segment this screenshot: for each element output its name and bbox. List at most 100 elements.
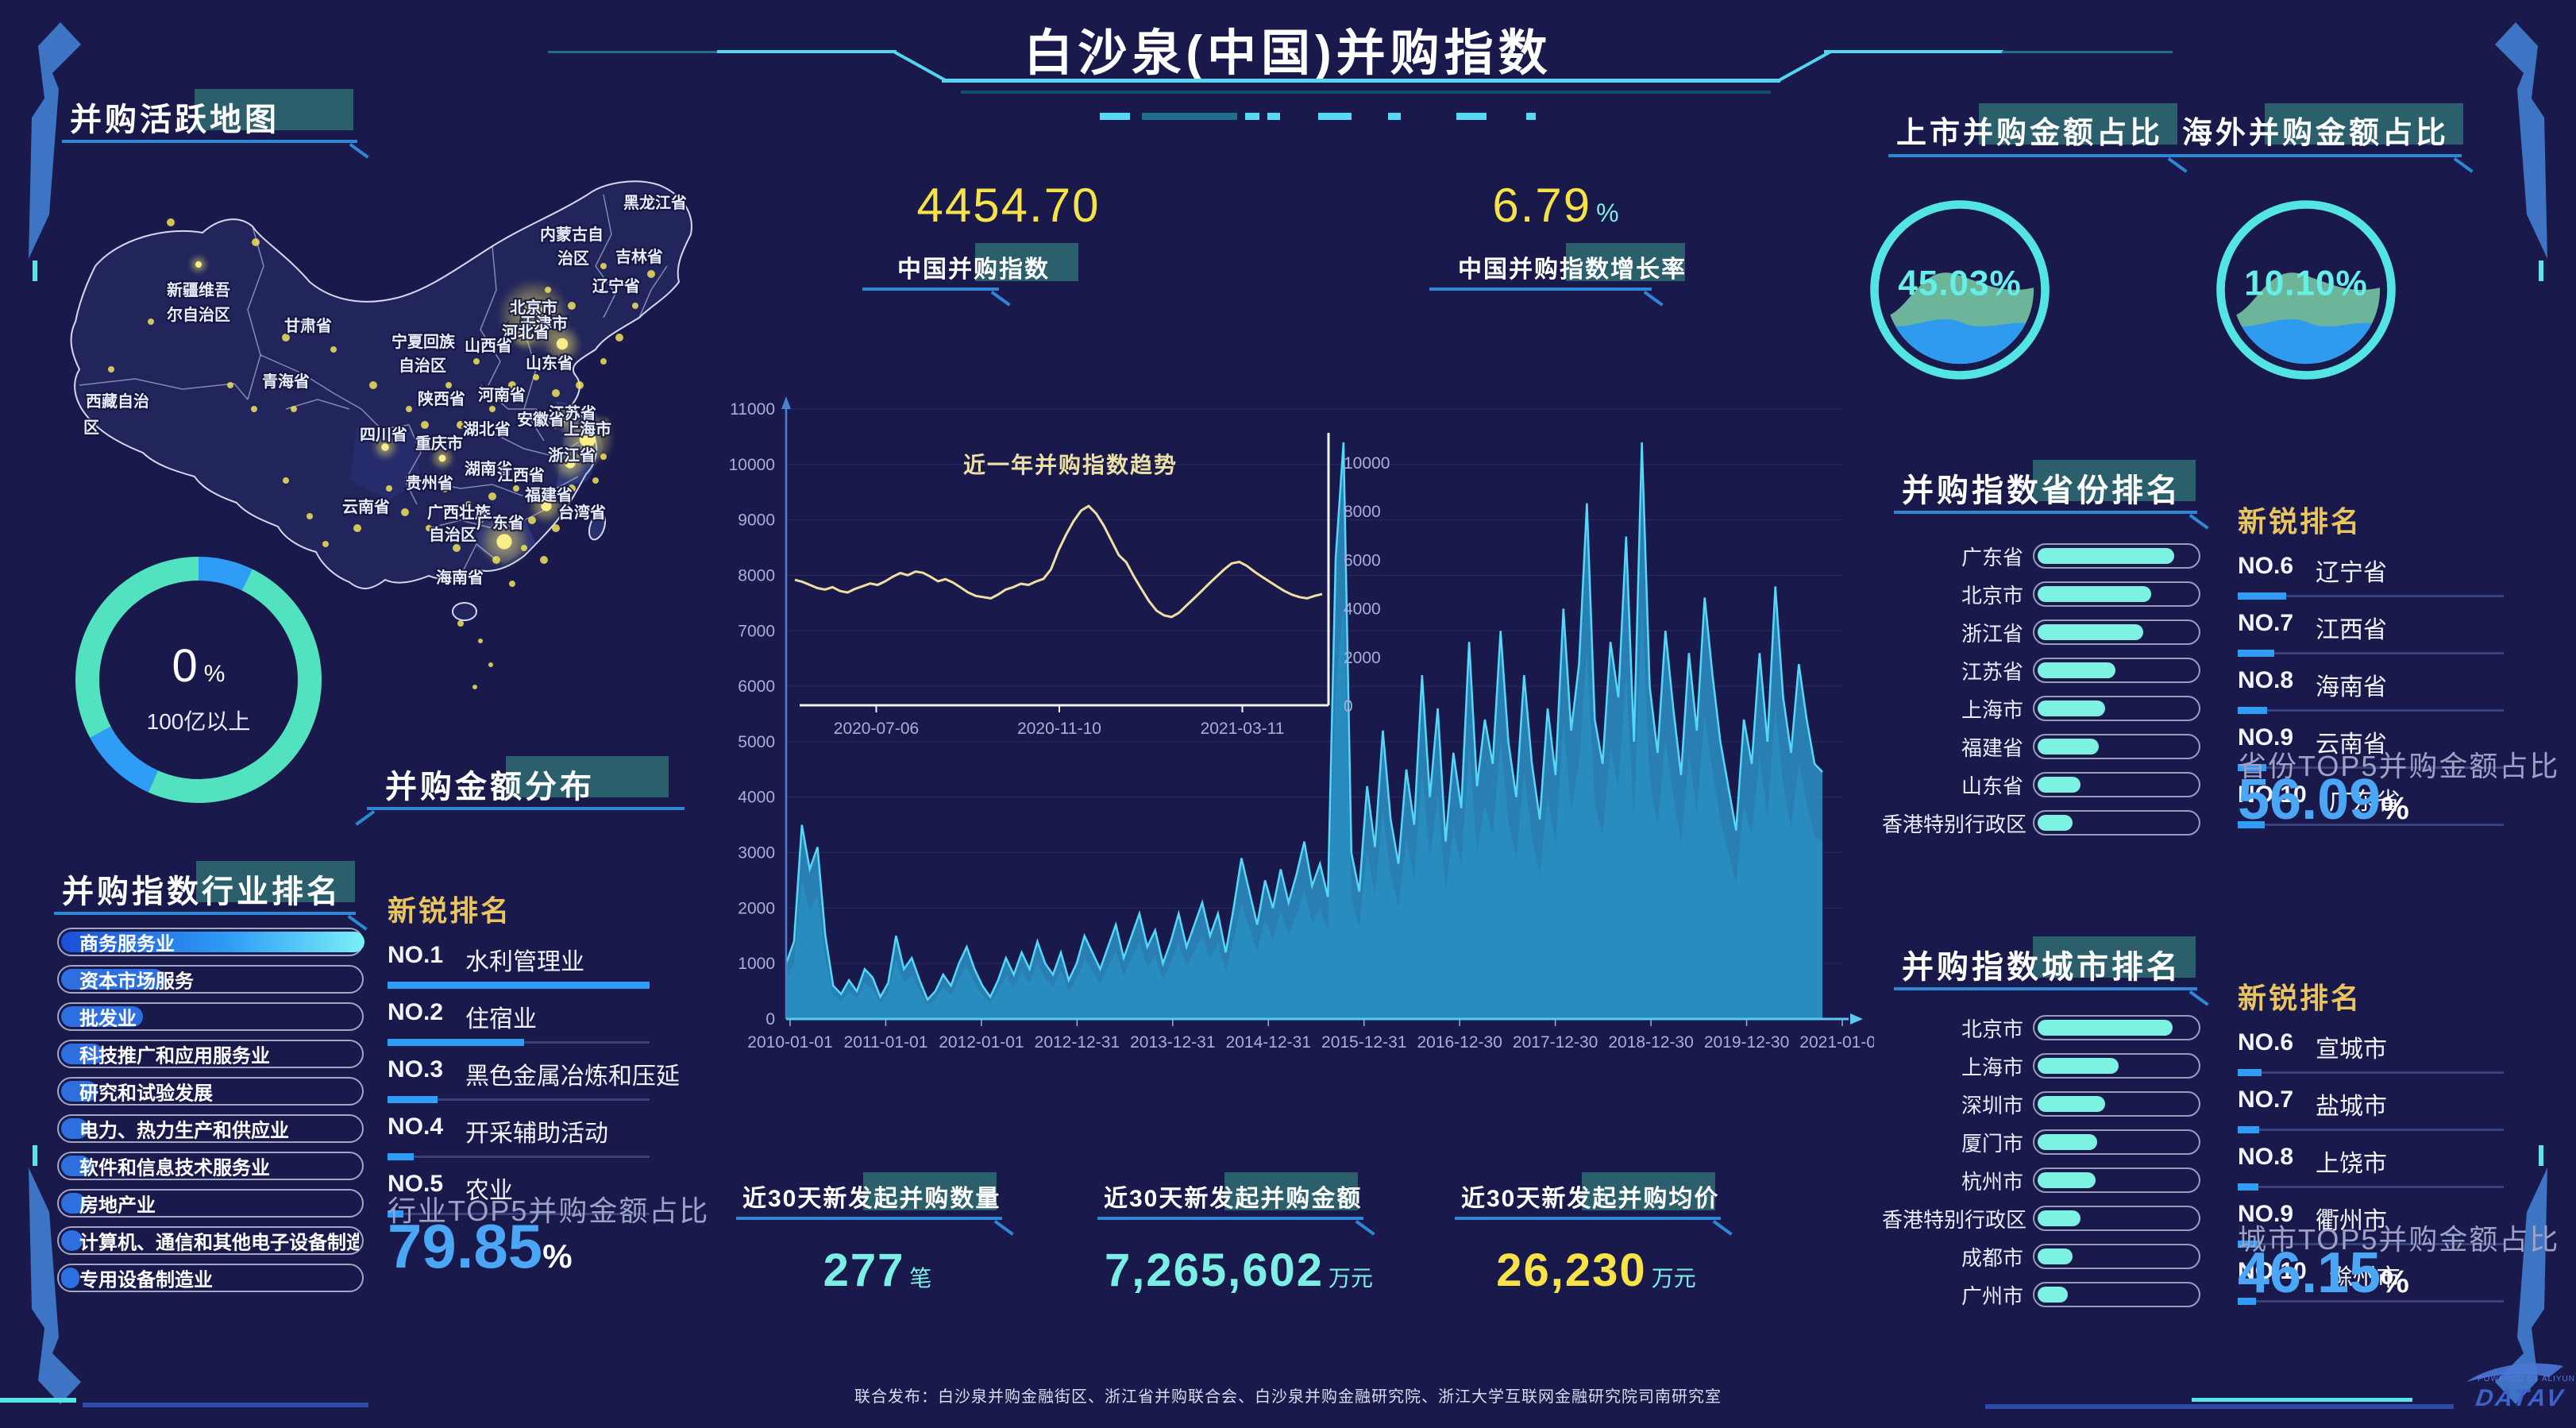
svg-text:6000: 6000 <box>1344 551 1381 569</box>
svg-text:近一年并购指数趋势: 近一年并购指数趋势 <box>963 452 1178 477</box>
svg-text:0: 0 <box>1344 697 1353 716</box>
overseas-ratio-gauge[interactable]: 10.10% <box>2211 195 2401 385</box>
industry-bar[interactable]: 资本市场服务 <box>57 965 364 994</box>
region-rank-row[interactable]: 上海市 <box>1882 689 2208 728</box>
rising-rank-row[interactable]: NO.4 开采辅助活动 <box>388 1113 657 1160</box>
city-section-header: 并购指数城市排名 <box>1894 936 2197 990</box>
region-rank-row[interactable]: 深圳市 <box>1882 1085 2208 1123</box>
region-rank-row[interactable]: 香港特别行政区 <box>1882 804 2208 842</box>
svg-text:治区: 治区 <box>557 249 589 268</box>
svg-text:台湾省: 台湾省 <box>558 503 606 522</box>
listed-ratio-header: 上市并购金额占比 <box>1888 103 2177 157</box>
svg-text:2000: 2000 <box>1344 649 1381 667</box>
industry-rising-rank: 新锐排名 NO.1 水利管理业 NO.2 住宿业 NO.3 黑色金属冶炼和压延 NO.4 开采… <box>388 888 680 1218</box>
industry-section-header: 并购指数行业排名 <box>54 861 356 915</box>
rising-rank-row[interactable]: NO.3 黑色金属冶炼和压延 <box>388 1056 680 1103</box>
svg-text:青海省: 青海省 <box>262 372 310 391</box>
datav-swoosh-icon <box>2466 1363 2563 1382</box>
stat30-value: 277 笔 <box>823 1245 932 1296</box>
listed-ratio-title: 上市并购金额占比 <box>1896 117 2164 150</box>
mna-index-trend-chart[interactable]: 0 1000 2000 3000 4000 5000 6000 7000 8000 9000 100… <box>699 393 1874 1052</box>
industry-bar[interactable]: 商务服务业 <box>57 928 364 956</box>
datav-logo: DATAV <box>2474 1385 2567 1411</box>
amount-section-title: 并购金额分布 <box>385 770 595 805</box>
corner-decor-icon <box>29 1145 81 1404</box>
region-rank-row[interactable]: 上海市 <box>1882 1047 2208 1085</box>
region-rank-row[interactable]: 北京市 <box>1882 575 2208 613</box>
china-mna-index-value: 4454.70 <box>916 179 1101 232</box>
svg-text:江苏省: 江苏省 <box>549 404 596 423</box>
city-top5-value: 46.15% <box>2238 1241 2409 1305</box>
industry-bar[interactable]: 专用设备制造业 <box>57 1264 364 1292</box>
svg-text:广东省: 广东省 <box>476 513 524 532</box>
svg-text:海南省: 海南省 <box>436 568 484 587</box>
region-rank-row[interactable]: 浙江省 <box>1882 613 2208 651</box>
industry-bar[interactable]: 软件和信息技术服务业 <box>57 1152 364 1180</box>
industry-bar-label: 批发业 <box>79 1008 137 1030</box>
region-rank-row[interactable]: 福建省 <box>1882 728 2208 766</box>
region-rank-row[interactable]: 厦门市 <box>1882 1123 2208 1161</box>
amount-distribution-donut[interactable]: 0% 100亿以上 <box>75 557 322 803</box>
svg-text:区: 区 <box>83 419 99 437</box>
datav-powered-label: POWERED BY ALIYUN <box>2478 1375 2575 1384</box>
region-rank-row[interactable]: 杭州市 <box>1882 1161 2208 1199</box>
rising-rank-row[interactable]: NO.10 广东省 <box>2238 782 2512 828</box>
city-ranking-list: 北京市 上海市 深圳市 厦门市 杭州市 香港特别行政区 成都市 广州市 <box>1882 1009 2208 1314</box>
industry-bar[interactable]: 研究和试验发展 <box>57 1077 364 1106</box>
region-rank-row[interactable]: 广东省 <box>1882 537 2208 575</box>
rising-rank-row[interactable]: NO.1 水利管理业 <box>388 942 657 989</box>
svg-text:陕西省: 陕西省 <box>418 389 465 408</box>
rising-rank-row[interactable]: NO.10 滁州市 <box>2238 1258 2512 1305</box>
industry-bar[interactable]: 计算机、通信和其他电子设备制造 <box>57 1226 364 1255</box>
title-decor-line <box>942 79 1780 83</box>
rising-rank-row[interactable]: NO.9 衢州市 <box>2238 1201 2512 1248</box>
svg-text:5000: 5000 <box>738 733 775 751</box>
svg-text:2020-11-10: 2020-11-10 <box>1017 720 1101 738</box>
industry-bar[interactable]: 房地产业 <box>57 1189 364 1218</box>
svg-text:西藏自治: 西藏自治 <box>86 392 149 411</box>
svg-text:11000: 11000 <box>730 400 775 419</box>
rising-rank-title: 新锐排名 <box>2238 982 2362 1014</box>
svg-text:0: 0 <box>765 1010 775 1029</box>
industry-bar[interactable]: 电力、热力生产和供应业 <box>57 1114 364 1143</box>
region-rank-row[interactable]: 山东省 <box>1882 766 2208 804</box>
industry-bar-label: 商务服务业 <box>79 933 175 955</box>
svg-text:8000: 8000 <box>738 566 775 585</box>
listed-ratio-gauge[interactable]: 45.03% <box>1865 195 2055 385</box>
rising-rank-row[interactable]: NO.7 江西省 <box>2238 610 2512 657</box>
svg-text:2020-07-06: 2020-07-06 <box>834 720 919 738</box>
rising-rank-row[interactable]: NO.6 宣城市 <box>2238 1029 2512 1076</box>
title-decor-dash <box>1388 113 1401 120</box>
page-title: 白沙泉(中国)并购指数 <box>1024 26 1552 81</box>
rising-rank-row[interactable]: NO.8 上饶市 <box>2238 1144 2512 1191</box>
city-top5-label: 城市TOP5并购金额占比 <box>2238 1223 2560 1256</box>
svg-text:10000: 10000 <box>729 456 775 474</box>
region-rank-row[interactable]: 江苏省 <box>1882 651 2208 689</box>
province-top5-value: 56.09% <box>2238 768 2409 832</box>
svg-text:6000: 6000 <box>738 677 775 696</box>
rising-rank-row[interactable]: NO.8 海南省 <box>2238 667 2512 714</box>
title-decor-line <box>1824 50 2003 53</box>
bottom-decor-line <box>2192 1398 2412 1402</box>
industry-bar[interactable]: 批发业 <box>57 1002 364 1031</box>
rising-rank-row[interactable]: NO.9 云南省 <box>2238 724 2512 771</box>
rising-rank-row[interactable]: NO.6 辽宁省 <box>2238 553 2512 600</box>
rising-rank-row[interactable]: NO.2 住宿业 <box>388 999 657 1046</box>
footer-credits: 联合发布：白沙泉并购金融街区、浙江省并购联合会、白沙泉并购金融研究院、浙江大学互… <box>854 1388 1722 1406</box>
region-rank-row[interactable]: 广州市 <box>1882 1276 2208 1314</box>
region-rank-row[interactable]: 香港特别行政区 <box>1882 1199 2208 1237</box>
industry-bar[interactable]: 科技推广和应用服务业 <box>57 1040 364 1068</box>
svg-text:2010-01-01: 2010-01-01 <box>747 1033 832 1052</box>
title-decor-dash <box>1456 113 1487 120</box>
svg-text:浙江省: 浙江省 <box>548 446 596 465</box>
rising-rank-row[interactable]: NO.7 盐城市 <box>2238 1086 2512 1133</box>
rising-rank-title: 新锐排名 <box>2238 505 2362 538</box>
rising-rank-row[interactable]: NO.5 农业 <box>388 1171 657 1218</box>
region-rank-row[interactable]: 成都市 <box>1882 1237 2208 1276</box>
region-rank-row[interactable]: 北京市 <box>1882 1009 2208 1047</box>
svg-text:重庆市: 重庆市 <box>415 434 463 453</box>
industry-bar-label: 房地产业 <box>79 1195 156 1217</box>
svg-text:2016-12-30: 2016-12-30 <box>1417 1033 1502 1052</box>
